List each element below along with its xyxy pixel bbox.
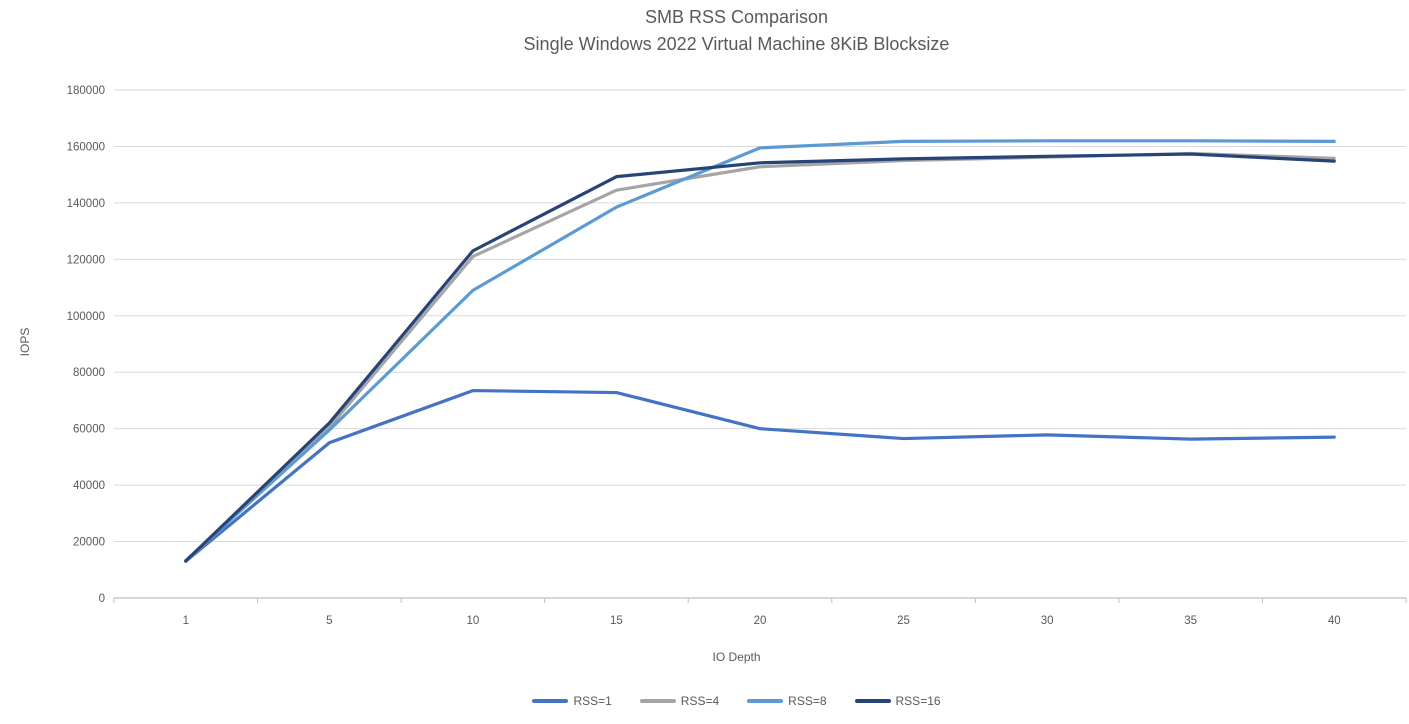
- legend-item-rss-4: RSS=4: [639, 694, 720, 708]
- x-tick-label: 10: [466, 615, 479, 627]
- x-tick-label: 5: [326, 615, 332, 627]
- legend-swatch-rss-8: [747, 699, 784, 703]
- legend-swatch-rss-4: [639, 699, 676, 703]
- y-tick-label: 100000: [67, 311, 105, 323]
- chart-subtitle: Single Windows 2022 Virtual Machine 8KiB…: [523, 34, 950, 54]
- y-axis-title: IOPS: [18, 327, 32, 357]
- x-tick-label: 30: [1041, 615, 1054, 627]
- y-tick-label: 20000: [73, 537, 105, 549]
- x-tick-label: 40: [1328, 615, 1341, 627]
- legend-label: RSS=1: [573, 694, 612, 708]
- y-tick-label: 140000: [67, 198, 105, 210]
- legend-label: RSS=4: [680, 694, 720, 708]
- series-line-rss-16: [184, 152, 1336, 563]
- series-line-rss-4: [184, 151, 1336, 563]
- legend: RSS=1 RSS=4 RSS=8 RSS=16: [0, 694, 1409, 708]
- y-tick-label: 120000: [67, 254, 105, 266]
- chart-title: SMB RSS Comparison: [644, 7, 829, 27]
- legend-item-rss-16: RSS=16: [854, 694, 941, 708]
- x-tick-label: 25: [897, 615, 910, 627]
- x-tick-label: 15: [610, 615, 623, 627]
- x-tick-label: 35: [1184, 615, 1197, 627]
- y-tick-label: 180000: [67, 85, 105, 97]
- legend-item-rss-8: RSS=8: [747, 694, 827, 708]
- legend-label: RSS=16: [895, 694, 941, 708]
- x-axis-title: IO Depth: [712, 650, 761, 664]
- y-tick-label: 160000: [67, 141, 105, 153]
- legend-swatch-rss-1: [532, 699, 569, 703]
- series-line-rss-1: [184, 388, 1336, 563]
- legend-item-rss-1: RSS=1: [532, 694, 612, 708]
- x-tick-label: 20: [754, 615, 767, 627]
- x-tick-label: 1: [183, 615, 189, 627]
- y-tick-label: 40000: [73, 480, 105, 492]
- y-tick-label: 80000: [73, 367, 105, 379]
- y-tick-label: 60000: [73, 424, 105, 436]
- chart-title-block: SMB RSS Comparison Single Windows 2022 V…: [0, 4, 1409, 58]
- legend-label: RSS=8: [788, 694, 827, 708]
- series-line-rss-8: [184, 139, 1336, 563]
- legend-swatch-rss-16: [854, 699, 891, 703]
- y-tick-label: 0: [99, 593, 105, 605]
